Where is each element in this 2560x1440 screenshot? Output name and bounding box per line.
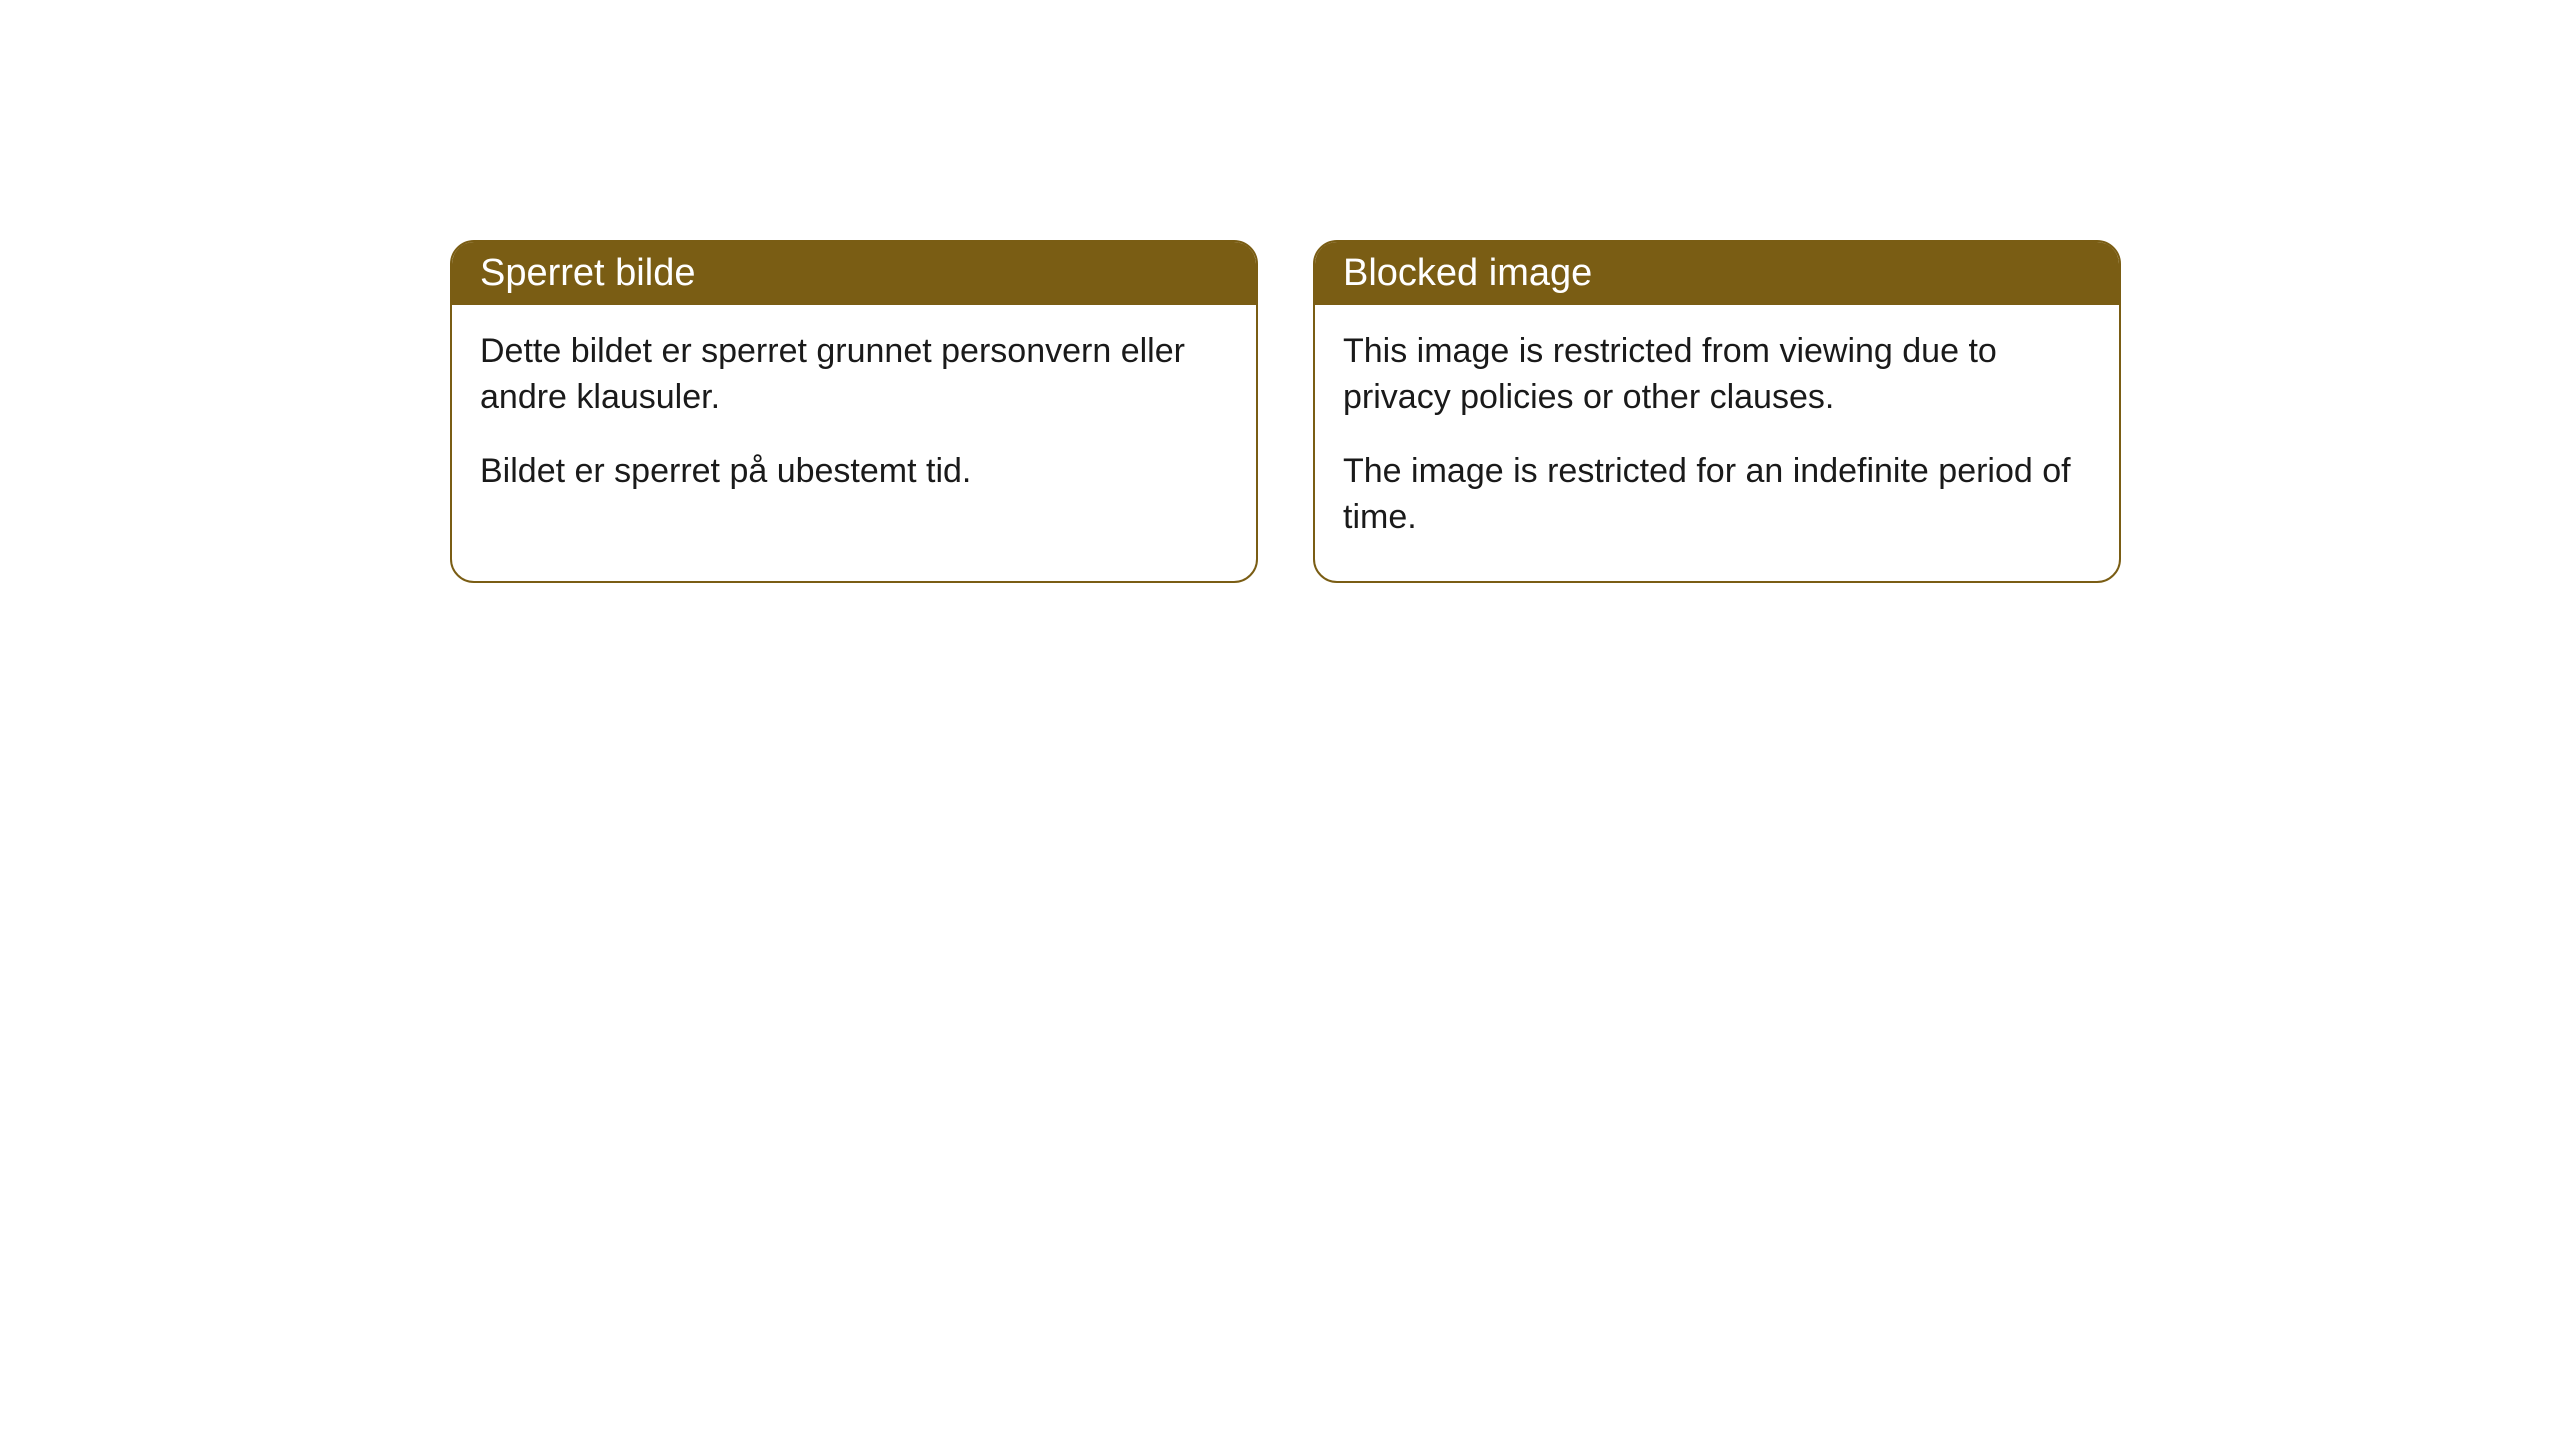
- card-header-english: Blocked image: [1315, 242, 2119, 305]
- card-paragraph-2-english: The image is restricted for an indefinit…: [1343, 449, 2091, 541]
- card-header-norwegian: Sperret bilde: [452, 242, 1256, 305]
- blocked-image-card-english: Blocked image This image is restricted f…: [1313, 240, 2121, 583]
- blocked-image-card-norwegian: Sperret bilde Dette bildet er sperret gr…: [450, 240, 1258, 583]
- card-title-norwegian: Sperret bilde: [480, 252, 695, 294]
- card-title-english: Blocked image: [1343, 252, 1592, 294]
- card-body-english: This image is restricted from viewing du…: [1315, 305, 2119, 581]
- card-paragraph-1-english: This image is restricted from viewing du…: [1343, 329, 2091, 421]
- cards-container: Sperret bilde Dette bildet er sperret gr…: [0, 0, 2560, 583]
- card-body-norwegian: Dette bildet er sperret grunnet personve…: [452, 305, 1256, 535]
- card-paragraph-1-norwegian: Dette bildet er sperret grunnet personve…: [480, 329, 1228, 421]
- card-paragraph-2-norwegian: Bildet er sperret på ubestemt tid.: [480, 449, 1228, 495]
